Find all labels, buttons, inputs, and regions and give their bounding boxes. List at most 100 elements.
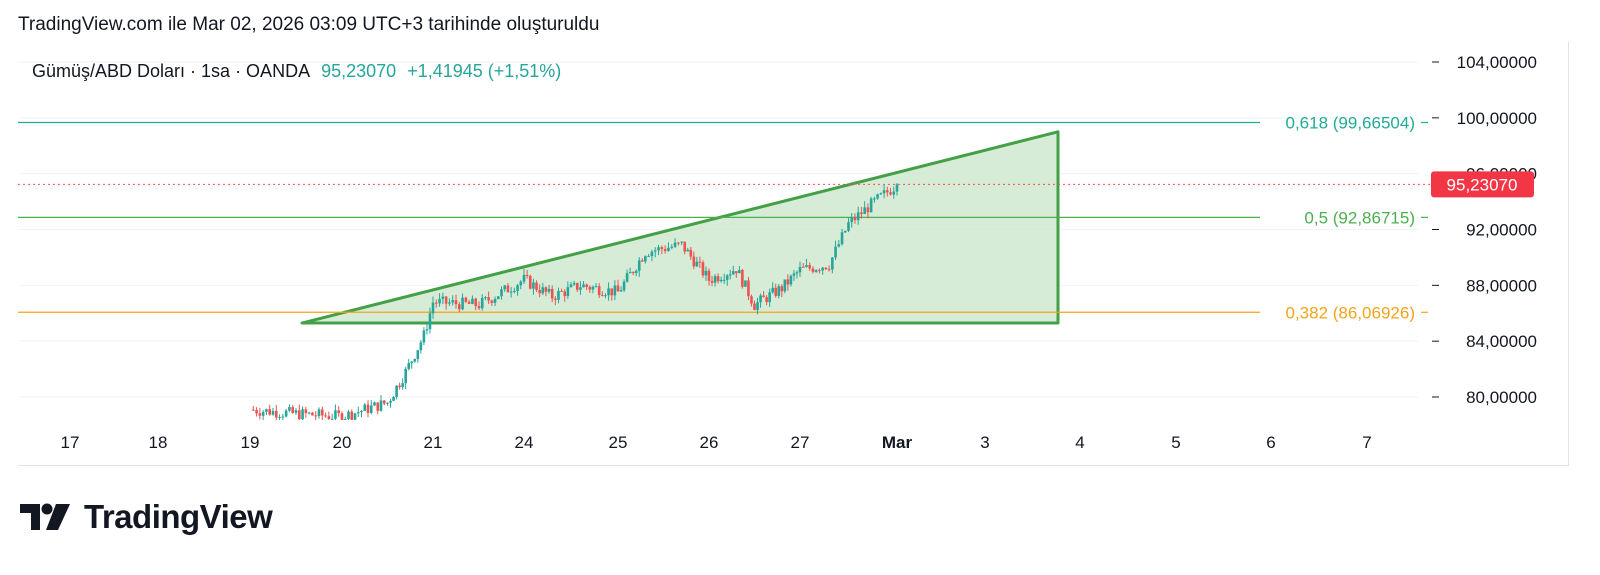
candle-body [640,260,644,262]
candle-body [747,280,750,297]
candle-body [330,418,334,420]
candle-body [258,413,262,416]
candle-body [301,409,304,420]
x-axis-tick-label: 19 [241,433,260,452]
price-change: +1,41945 (+1,51%) [407,61,562,81]
candle-body [738,269,741,274]
candle-body [644,256,647,262]
candle-body [750,296,753,304]
candle-body [519,281,523,286]
candle-body [808,265,811,269]
candle-body [579,287,582,290]
candle-body [441,296,445,299]
candle-body [575,282,579,290]
x-axis-tick-label: 21 [424,433,443,452]
candle-body [634,270,638,274]
candle-body [610,288,614,296]
candle-body [566,287,570,297]
y-axis-tick-label: 92,00000 [1466,221,1537,240]
candle-body [873,198,876,200]
candle-body [278,417,281,419]
candle-body [631,272,635,274]
candle-body [401,383,404,388]
y-axis-tick-label: 104,00000 [1457,53,1537,72]
candle-body [795,272,799,274]
fib-level-label-0.382: 0,382 (86,06926) [1286,303,1416,322]
tradingview-branding[interactable]: TradingView [20,498,273,536]
y-axis-tick-label: 80,00000 [1466,388,1537,407]
candle-body [509,291,513,293]
x-axis-tick-label: 20 [333,433,352,452]
candle-body [889,192,892,195]
candle-body [582,284,585,288]
candle-body [860,212,863,215]
candle-body [366,404,370,413]
candle-body [314,415,318,417]
candle-body [261,411,265,416]
candle-body [744,280,747,287]
candle-body [811,268,815,272]
candle-body [284,410,288,417]
candle-body [686,249,690,252]
candle-body [376,402,380,411]
candle-body [288,407,291,411]
candle-body [353,413,357,420]
candle-body [369,405,373,413]
x-axis-tick-label: 27 [791,433,810,452]
candle-body [547,288,551,292]
candle-body [777,286,781,296]
candle-body [448,302,451,304]
candle-body [701,262,705,276]
candle-body [863,207,866,215]
candle-body [334,410,337,419]
candle-body [569,284,573,288]
symbol-name[interactable]: Gümüş/ABD Doları · 1sa · OANDA [32,61,311,81]
x-axis-tick-label: 6 [1266,433,1275,452]
candle-body [895,184,899,192]
candle-body [307,412,311,414]
x-axis-tick-label: 3 [980,433,989,452]
candle-body [484,297,487,299]
candle-body [677,242,680,244]
candle-body [601,295,604,297]
candle-body [337,410,341,414]
candle-body [814,270,818,272]
candle-body [557,290,560,300]
candle-body [607,288,610,296]
candle-body [892,191,896,195]
candle-body [731,271,735,275]
candle-body [759,295,762,303]
candle-body [451,300,455,303]
candle-body [389,400,392,403]
candle-body [856,212,860,221]
candle-body [560,290,563,292]
candle-body [516,285,519,292]
x-axis-tick-label: Mar [882,433,913,452]
candle-body [780,286,784,292]
x-axis-tick-label: 26 [700,433,719,452]
x-axis-tick-label: 5 [1171,433,1180,452]
candle-body [291,407,295,413]
candle-body [444,296,448,304]
candle-body [379,400,383,411]
current-price-badge-label: 95,23070 [1447,175,1518,194]
candle-body [327,416,331,420]
candle-body [438,298,441,304]
candle-body [843,230,847,233]
candle-body [572,282,576,285]
x-axis-tick-label: 25 [609,433,628,452]
candle-body [398,385,401,388]
candle-body [550,288,554,299]
candle-body [487,297,490,301]
candle-body [320,409,324,416]
y-axis-tick-label: 100,00000 [1457,109,1537,128]
candle-body [588,286,592,290]
fib-level-label-0.618: 0,618 (99,66504) [1286,114,1416,133]
candle-body [538,290,541,294]
candle-body [604,295,607,297]
candle-body [251,409,255,411]
candle-body [725,275,729,280]
candle-body [532,282,535,289]
candle-body [597,286,601,296]
